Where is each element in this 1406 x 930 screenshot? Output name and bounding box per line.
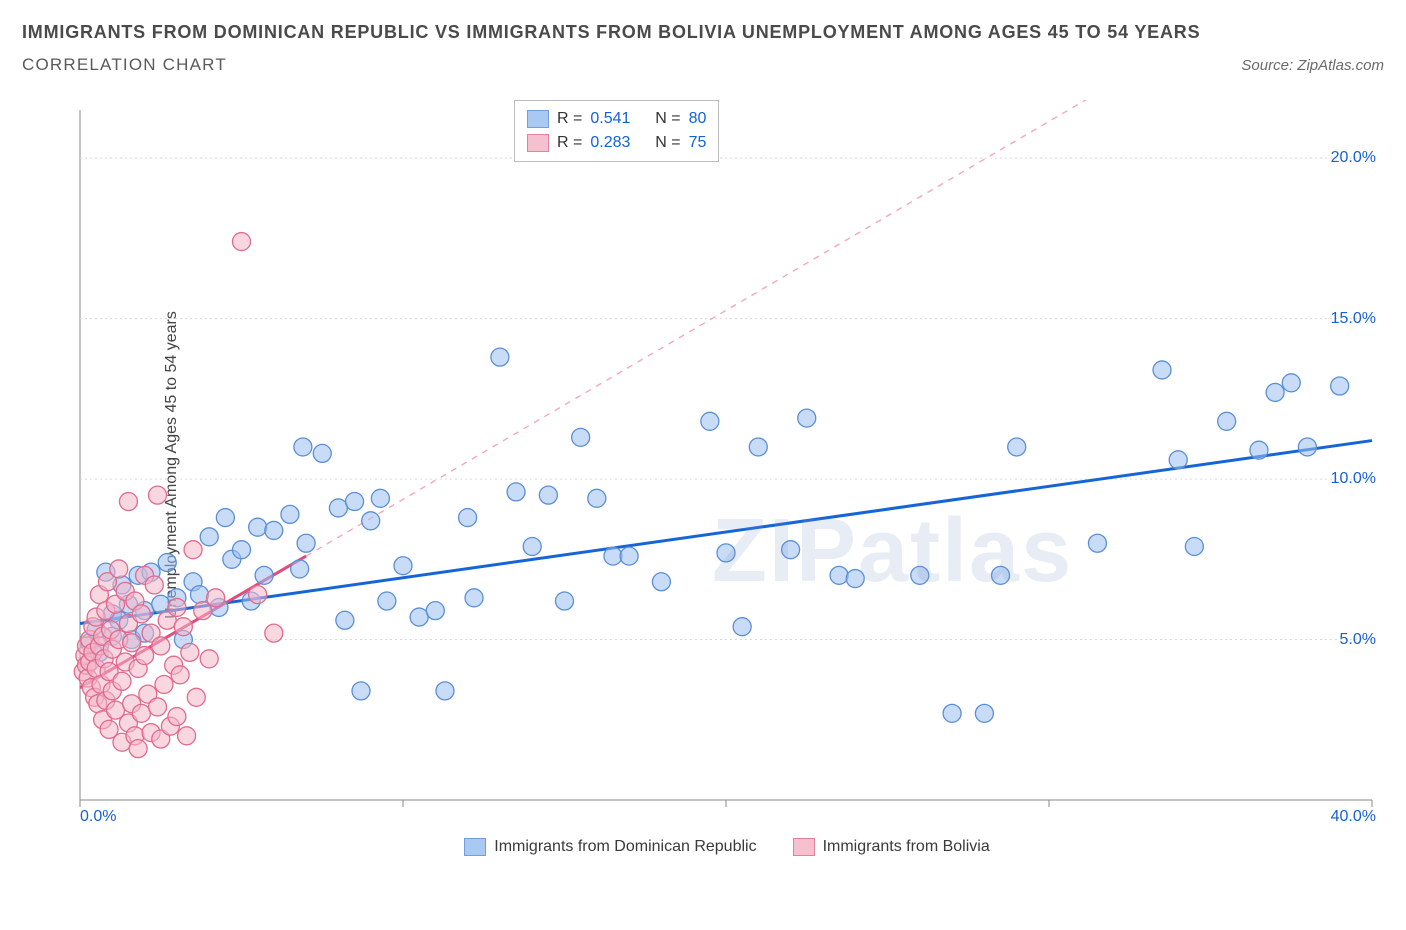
chart-area: ZIPatlas R = 0.541 N = 80 R = 0.283 N = … (72, 100, 1382, 860)
x-tick-max: 40.0% (1331, 808, 1376, 826)
y-tick-label: 5.0% (1340, 631, 1382, 649)
chart-title: IMMIGRANTS FROM DOMINICAN REPUBLIC VS IM… (22, 18, 1384, 47)
legend-item: Immigrants from Bolivia (793, 838, 990, 856)
chart-subtitle: CORRELATION CHART (22, 55, 227, 75)
y-tick-label: 10.0% (1331, 470, 1382, 488)
x-tick-min: 0.0% (80, 808, 116, 826)
series-legend: Immigrants from Dominican Republic Immigr… (72, 838, 1382, 856)
scatter-plot-svg (72, 100, 1382, 860)
legend-swatch (527, 134, 549, 152)
legend-row: R = 0.541 N = 80 (527, 107, 706, 131)
legend-swatch (464, 838, 486, 856)
legend-row: R = 0.283 N = 75 (527, 131, 706, 155)
legend-swatch (527, 110, 549, 128)
legend-swatch (793, 838, 815, 856)
header: IMMIGRANTS FROM DOMINICAN REPUBLIC VS IM… (0, 0, 1406, 75)
legend-item: Immigrants from Dominican Republic (464, 838, 756, 856)
source-attribution: Source: ZipAtlas.com (1241, 57, 1384, 74)
y-tick-label: 20.0% (1331, 149, 1382, 167)
correlation-legend: R = 0.541 N = 80 R = 0.283 N = 75 (514, 100, 719, 162)
y-tick-label: 15.0% (1331, 310, 1382, 328)
